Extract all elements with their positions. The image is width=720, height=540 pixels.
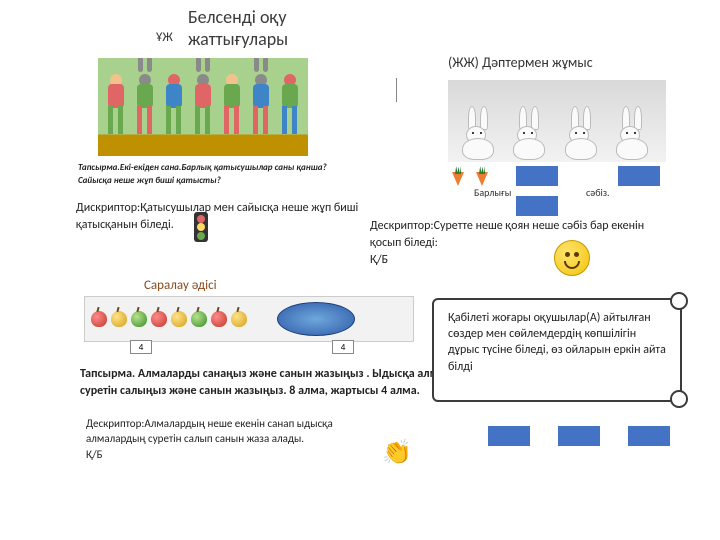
- dancer: [278, 74, 302, 144]
- traffic-red: [197, 215, 205, 223]
- hare: [614, 106, 654, 162]
- descriptor-right-line1: Дескриптор:Суретте неше қоян неше сәбіз …: [370, 219, 644, 233]
- bluebox: [558, 426, 600, 446]
- hare: [563, 106, 603, 162]
- uzh-label: ҰЖ: [156, 30, 173, 45]
- page-title: Белсенді оқу жаттығулары: [188, 6, 388, 50]
- dancer: [249, 74, 273, 144]
- apple-icon: [91, 311, 107, 327]
- clap-icon: 👏: [382, 438, 412, 467]
- apple-icon: [131, 311, 147, 327]
- badge-left: 4: [130, 340, 152, 354]
- traffic-green: [197, 232, 205, 240]
- scroll-note: Қабілеті жоғары оқушылар(А) айтылған сөз…: [432, 298, 682, 402]
- descriptor-right: Дескриптор:Суретте неше қоян неше сәбіз …: [370, 218, 690, 268]
- bluebox: [516, 166, 558, 186]
- apples-illustration: [84, 296, 414, 342]
- apple-icon: [211, 311, 227, 327]
- bluebox: [618, 166, 660, 186]
- carrots-row: [448, 166, 492, 186]
- task-left-line1: Тапсырма.Екі-екіден сана.Барлық қатысушы…: [78, 162, 327, 173]
- descriptor-apples-line1: Дескриптор:Алмалардың неше екенін санап …: [86, 417, 333, 430]
- descriptor-apples-line2: алмалардың суретін салып санын жаза алад…: [86, 432, 304, 445]
- traffic-yellow: [197, 223, 205, 231]
- saralau-label: Саралау әдісі: [144, 278, 217, 293]
- dancer: [220, 74, 244, 144]
- descriptor-right-line2: қосып біледі:: [370, 236, 438, 250]
- apple-icon: [191, 311, 207, 327]
- descriptor-apples: Дескриптор:Алмалардың неше екенін санап …: [86, 416, 406, 462]
- smiley-icon: [554, 240, 590, 276]
- dancer: [133, 74, 157, 144]
- plate-icon: [277, 302, 355, 336]
- apple-icon: [111, 311, 127, 327]
- bluebox: [628, 426, 670, 446]
- task-apples-line1: Тапсырма. Алмаларды санаңыз және санын ж…: [80, 367, 485, 381]
- sabiz-label: сәбіз.: [586, 186, 610, 199]
- apple-icon: [171, 311, 187, 327]
- traffic-light-icon: [194, 212, 208, 242]
- zhzh-label: (ЖЖ) Дәптермен жұмыс: [448, 54, 593, 71]
- dancer: [162, 74, 186, 144]
- descriptor-left-line2: қатысқанын біледі.: [76, 218, 174, 232]
- descriptor-left-line1: Дискриптор:Қатысушылар мен сайысқа неше …: [76, 201, 358, 215]
- scroll-curl-icon: [670, 292, 688, 310]
- apple-icon: [151, 311, 167, 327]
- bluebox: [516, 196, 558, 216]
- divider: [396, 78, 397, 102]
- dance-illustration: [98, 58, 308, 156]
- descriptor-left: Дискриптор:Қатысушылар мен сайысқа неше …: [76, 200, 376, 234]
- dancer: [191, 74, 215, 144]
- hare: [511, 106, 551, 162]
- kb-apples: Қ/Б: [86, 448, 103, 461]
- barlygy-label: Барлығы: [474, 186, 511, 199]
- task-left-line2: Сайысқа неше жұп биші қатысты?: [78, 175, 221, 186]
- scroll-curl-icon: [670, 390, 688, 408]
- task-apples-line2: суретін салыңыз және санын жазыңыз. 8 ал…: [80, 384, 420, 398]
- scroll-text: Қабілеті жоғары оқушылар(А) айтылған сөз…: [448, 311, 666, 374]
- hare: [460, 106, 500, 162]
- bluebox: [488, 426, 530, 446]
- carrot-icon: [448, 166, 468, 186]
- apple-row: [85, 311, 247, 327]
- dancer: [104, 74, 128, 144]
- task-left: Тапсырма.Екі-екіден сана.Барлық қатысушы…: [78, 162, 398, 187]
- kb-right: Қ/Б: [370, 253, 388, 267]
- badge-right: 4: [332, 340, 354, 354]
- apple-icon: [231, 311, 247, 327]
- hares-illustration: [448, 80, 666, 162]
- bottom-blueboxes: [488, 426, 670, 446]
- carrot-icon: [472, 166, 492, 186]
